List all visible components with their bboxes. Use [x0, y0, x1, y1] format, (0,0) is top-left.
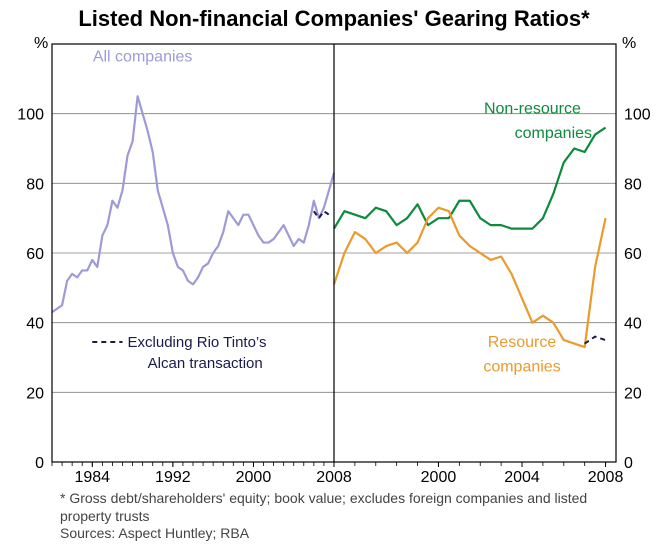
svg-text:0: 0	[624, 455, 633, 472]
svg-text:20: 20	[624, 385, 642, 402]
svg-text:2000: 2000	[421, 469, 457, 486]
svg-text:2008: 2008	[316, 469, 352, 486]
svg-text:60: 60	[624, 246, 642, 263]
svg-text:20: 20	[26, 385, 44, 402]
chart-svg: 0 20 40 60 80 100 0 20 40 60 80 100%% 1984 1992 2000 20…	[0, 0, 668, 545]
svg-text:Resource: Resource	[488, 334, 557, 351]
svg-text:2008: 2008	[588, 469, 624, 486]
footnote: * Gross debt/shareholders' equity; book …	[60, 490, 628, 525]
svg-text:%: %	[34, 35, 48, 52]
svg-text:companies: companies	[483, 358, 560, 375]
svg-text:0: 0	[35, 455, 44, 472]
svg-text:Non-resource: Non-resource	[484, 101, 581, 118]
svg-text:1984: 1984	[74, 469, 110, 486]
svg-text:40: 40	[624, 316, 642, 333]
svg-text:100: 100	[624, 107, 651, 124]
svg-text:60: 60	[26, 246, 44, 263]
svg-text:40: 40	[26, 316, 44, 333]
svg-text:1992: 1992	[155, 469, 191, 486]
svg-text:Alcan transaction: Alcan transaction	[148, 355, 263, 372]
svg-text:80: 80	[624, 176, 642, 193]
svg-text:100: 100	[17, 107, 44, 124]
svg-text:All companies: All companies	[93, 48, 193, 65]
svg-text:80: 80	[26, 176, 44, 193]
svg-text:Excluding Rio Tinto’s: Excluding Rio Tinto’s	[128, 334, 267, 351]
sources: Sources: Aspect Huntley; RBA	[60, 525, 249, 543]
svg-text:%: %	[622, 35, 636, 52]
svg-text:2000: 2000	[236, 469, 272, 486]
svg-text:companies: companies	[515, 125, 592, 142]
svg-text:2004: 2004	[504, 469, 540, 486]
